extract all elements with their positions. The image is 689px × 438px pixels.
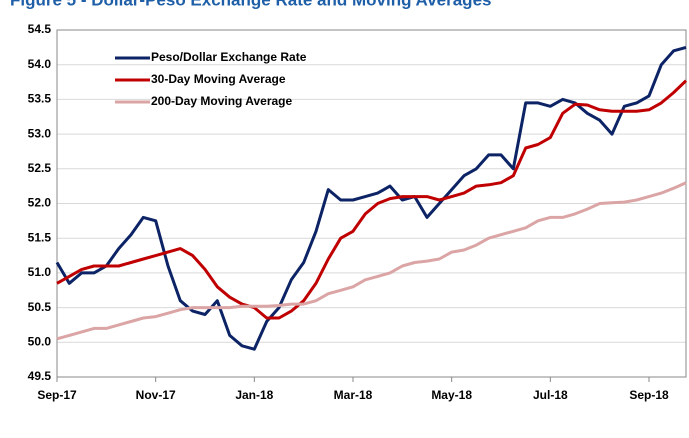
x-tick-label: Sep-17 xyxy=(37,388,77,402)
x-tick-label: Jan-18 xyxy=(235,388,273,402)
y-tick-label: 50.0 xyxy=(28,334,52,348)
x-tick-label: Mar-18 xyxy=(334,388,373,402)
y-tick-label: 49.5 xyxy=(28,369,52,383)
chart-title: Figure 5 - Dollar-Peso Exchange Rate and… xyxy=(10,0,491,9)
y-tick-label: 52.5 xyxy=(28,161,52,175)
series-line xyxy=(55,45,687,351)
y-tick-label: 50.5 xyxy=(28,300,52,314)
y-tick-label: 51.5 xyxy=(28,230,52,244)
legend-label: 30-Day Moving Average xyxy=(151,72,286,86)
plot-frame xyxy=(56,29,687,378)
legend-label: Peso/Dollar Exchange Rate xyxy=(151,50,307,64)
x-tick-label: Nov-17 xyxy=(136,388,176,402)
y-tick-label: 53.5 xyxy=(28,92,52,106)
y-tick-label: 54.5 xyxy=(28,22,52,36)
y-tick-label: 51.0 xyxy=(28,265,52,279)
series-line xyxy=(56,79,688,320)
x-tick-label: May-18 xyxy=(431,388,472,402)
y-tick-label: 54.0 xyxy=(28,57,52,71)
y-tick-label: 52.0 xyxy=(28,196,52,210)
x-tick-label: Sep-18 xyxy=(629,388,669,402)
series-line xyxy=(56,181,687,341)
legend-label: 200-Day Moving Average xyxy=(151,94,292,108)
x-tick-label: Jul-18 xyxy=(533,388,568,402)
y-tick-label: 53.0 xyxy=(28,126,52,140)
